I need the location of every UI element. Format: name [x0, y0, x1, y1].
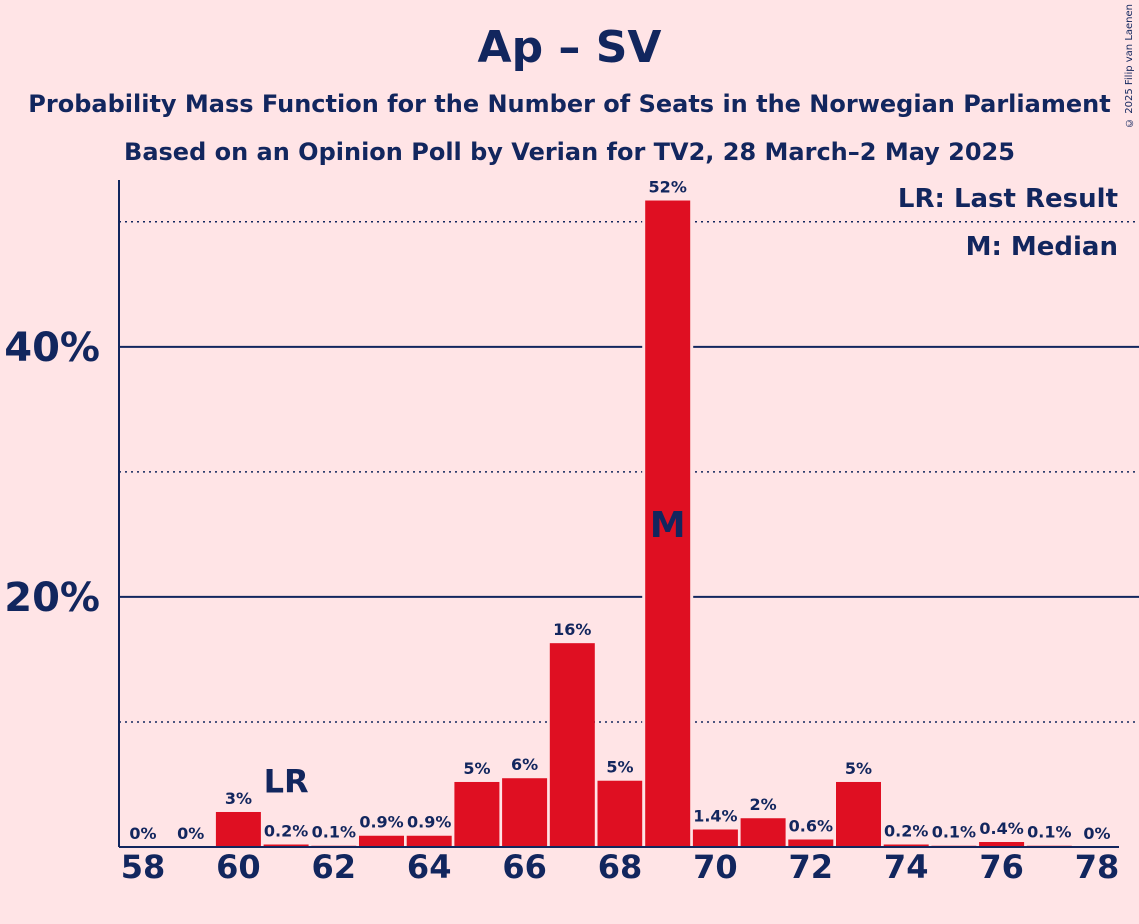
bar — [836, 781, 881, 847]
data-label: 0% — [177, 824, 204, 843]
data-label: 0.6% — [789, 816, 833, 835]
data-label: 16% — [553, 620, 591, 639]
x-tick-label: 70 — [693, 848, 738, 886]
data-label: 5% — [845, 759, 872, 778]
data-label: 0.2% — [264, 821, 308, 840]
x-tick-label: 74 — [884, 848, 929, 886]
data-label: 0% — [1083, 824, 1110, 843]
last-result-marker: LR — [264, 762, 309, 800]
bar — [597, 780, 643, 847]
x-tick-label: 68 — [598, 848, 643, 886]
chart-subtitle-2: Based on an Opinion Poll by Verian for T… — [124, 138, 1015, 166]
bar — [502, 778, 548, 847]
y-tick-label: 40% — [4, 325, 100, 371]
data-label: 3% — [225, 789, 252, 808]
data-label: 5% — [606, 758, 633, 777]
bar — [788, 839, 834, 847]
y-tick-label: 20% — [4, 575, 100, 621]
x-tick-label: 60 — [216, 848, 261, 886]
bar — [692, 829, 738, 847]
data-label: 0.9% — [407, 813, 451, 832]
data-label: 1.4% — [693, 806, 737, 825]
x-tick-label: 72 — [789, 848, 834, 886]
x-tick-label: 62 — [312, 848, 357, 886]
x-tick-label: 66 — [502, 848, 547, 886]
data-label: 5% — [463, 759, 490, 778]
data-label: 0.9% — [359, 813, 403, 832]
data-label: 0.1% — [1027, 823, 1071, 842]
data-label: 52% — [649, 178, 687, 197]
data-label: 0.1% — [932, 823, 976, 842]
legend-median: M: Median — [965, 232, 1118, 262]
x-tick-label: 78 — [1075, 848, 1120, 886]
bar — [454, 781, 500, 847]
legend-last-result: LR: Last Result — [897, 184, 1118, 214]
bar — [359, 835, 404, 847]
data-label: 0% — [129, 824, 156, 843]
chart-title: Ap – SV — [477, 22, 662, 73]
bar — [883, 844, 929, 847]
bar — [263, 844, 309, 847]
bar — [740, 818, 786, 847]
bar — [215, 811, 261, 847]
bar — [549, 643, 595, 847]
x-tick-label: 76 — [979, 848, 1024, 886]
data-label: 0.4% — [979, 819, 1023, 838]
data-label: 0.1% — [312, 823, 356, 842]
bar — [406, 835, 452, 847]
median-marker: M — [650, 505, 686, 546]
data-label: 0.2% — [884, 821, 928, 840]
bar — [645, 200, 691, 847]
bar — [979, 841, 1025, 847]
x-tick-label: 58 — [121, 848, 166, 886]
x-tick-label: 64 — [407, 848, 452, 886]
data-label: 6% — [511, 755, 538, 774]
chart-subtitle-1: Probability Mass Function for the Number… — [28, 90, 1111, 118]
data-label: 2% — [750, 795, 777, 814]
